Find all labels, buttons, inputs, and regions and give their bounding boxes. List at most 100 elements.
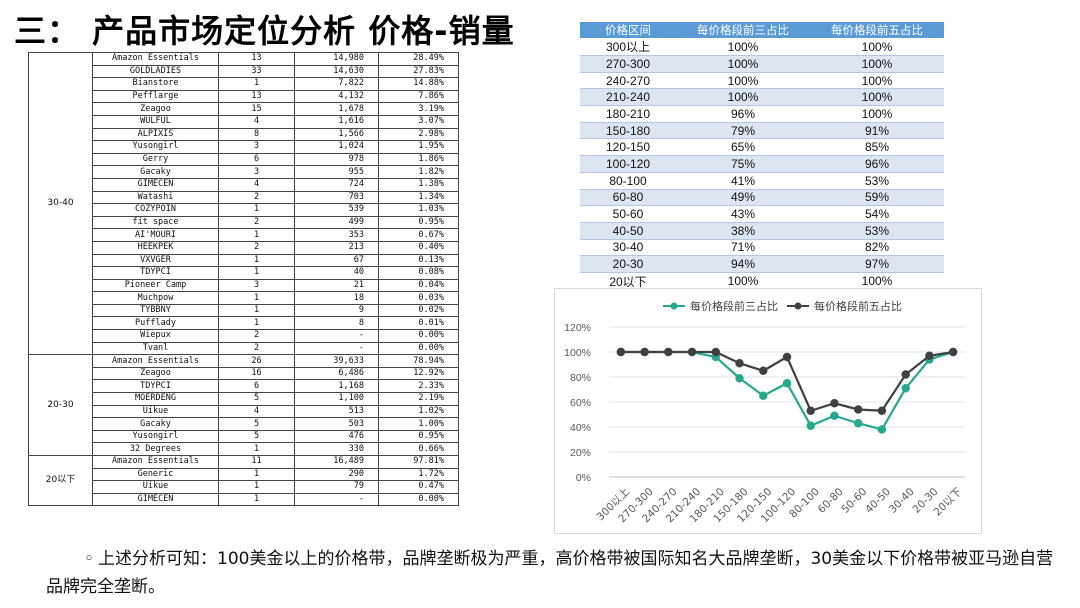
- cell-brand: HEEKPEK: [92, 240, 219, 255]
- cell-brand: TYBBNY: [92, 303, 219, 318]
- cell-top5: 53%: [810, 222, 944, 240]
- cell-brand: Pefflarge: [92, 89, 219, 104]
- cell-sales: 724: [294, 177, 379, 192]
- table-row: 120-150 65% 85%: [580, 138, 944, 157]
- cell-sales: 703: [294, 190, 379, 205]
- cell-top5: 100%: [810, 72, 944, 90]
- cell-brand: Wiepux: [92, 329, 219, 343]
- cell-brand: AI'MOURI: [92, 228, 219, 242]
- cell-price-range: 240-270: [580, 72, 676, 90]
- cell-count: 2: [218, 341, 295, 356]
- cell-share: 0.95%: [378, 429, 459, 444]
- table-row: 20以下 100% 100%: [580, 272, 944, 291]
- cell-sales: 1,616: [294, 114, 379, 129]
- cell-price-range: 80-100: [580, 172, 676, 190]
- cell-sales: 6,486: [294, 366, 379, 381]
- cell-brand: Zeagoo: [92, 366, 219, 381]
- cell-count: 1: [218, 467, 295, 482]
- x-tick-label: 60-80: [816, 486, 846, 516]
- cell-top3: 65%: [676, 138, 810, 157]
- table-row: 20-30 Amazon Essentials 26 39,633 78.94%: [28, 354, 459, 456]
- page-title: 三： 产品市场定位分析 价格-销量: [14, 12, 515, 50]
- cell-count: 1: [218, 228, 295, 242]
- cell-share: 12.92%: [378, 366, 459, 381]
- table-row: Tvanl 2-0.00%: [29, 341, 459, 356]
- table-row: 50-60 43% 54%: [580, 205, 944, 223]
- segment-label: 20-30: [28, 354, 93, 456]
- cell-sales: -: [294, 329, 379, 343]
- cell-count: 5: [218, 392, 295, 406]
- x-tick-label: 40-50: [863, 486, 893, 516]
- data-point: [616, 347, 626, 357]
- cell-price-range: 20-30: [580, 255, 676, 273]
- cell-top3: 96%: [676, 105, 810, 123]
- cell-count: 1: [218, 442, 295, 456]
- conclusion-text: 上述分析可知：100美金以上的价格带，品牌垄断极为严重，高价格带被国际知名大品牌…: [46, 549, 1054, 597]
- table-row: 32 Degrees 1 330 0.66%: [29, 442, 459, 456]
- data-point: [711, 347, 720, 357]
- table-row: ALPIXIS 8 1,566 2.98%: [29, 127, 459, 142]
- cell-share: 0.08%: [378, 266, 459, 280]
- data-point: [759, 366, 768, 375]
- cell-sales: 40: [294, 266, 379, 280]
- cell-count: 4: [218, 114, 295, 129]
- data-point: [759, 391, 768, 400]
- cell-sales: 14,980: [294, 52, 379, 66]
- table-row: Gacaky 3 955 1.82%: [29, 165, 459, 179]
- cell-top5: 100%: [810, 38, 944, 56]
- table-row: 100-120 75% 96%: [580, 155, 944, 173]
- cell-share: 27.83%: [378, 64, 459, 79]
- cell-price-range: 30-40: [580, 239, 676, 257]
- cell-count: 16: [218, 366, 295, 381]
- data-point: [877, 406, 887, 415]
- cell-count: 5: [218, 417, 295, 431]
- cell-count: 33: [218, 64, 295, 79]
- cell-top5: 59%: [810, 189, 944, 207]
- table-row: Pufflady 1 8 0.01%: [29, 316, 459, 331]
- table-row: 40-50 38% 53%: [580, 222, 944, 240]
- cell-share: 0.03%: [378, 291, 459, 305]
- table-row: 30-40 71% 82%: [580, 239, 944, 257]
- cell-brand: VXVGER: [92, 253, 219, 268]
- cell-brand: Uikue: [92, 480, 219, 494]
- cell-count: 13: [218, 52, 295, 66]
- cell-share: 2.33%: [378, 379, 459, 394]
- bullet-icon: ◦: [84, 549, 95, 569]
- cell-brand: Gacaky: [92, 417, 219, 431]
- cell-share: 78.94%: [378, 354, 459, 368]
- legend-label: 每价格段前三占比: [690, 299, 778, 313]
- cell-share: 0.40%: [378, 240, 459, 255]
- cell-price-range: 270-300: [580, 55, 676, 73]
- table-row: 20以下 Amazon Essentials 11 16,489 97.81%: [28, 454, 459, 507]
- table-row: Zeagoo 16 6,486 12.92%: [29, 366, 459, 381]
- cell-sales: 1,024: [294, 140, 379, 154]
- cell-price-range: 60-80: [580, 189, 676, 207]
- data-point: [830, 399, 839, 408]
- cell-price-range: 120-150: [580, 138, 676, 157]
- cell-sales: 330: [294, 442, 379, 456]
- table-row: GIMECEN 1-0.00%: [29, 492, 459, 507]
- cell-brand: GOLDLADIES: [92, 64, 219, 79]
- cell-top5: 96%: [810, 155, 944, 173]
- cell-count: 3: [218, 278, 295, 293]
- cell-count: 1: [218, 266, 295, 280]
- cell-brand: Bianstore: [92, 77, 219, 91]
- cell-brand: Gerry: [92, 152, 219, 167]
- cell-sales: 39,633: [294, 354, 379, 368]
- cell-sales: 1,168: [294, 379, 379, 394]
- table-row: Generic 1 290 1.72%: [29, 467, 459, 482]
- table-row: TYBBNY 1 9 0.02%: [29, 303, 459, 318]
- x-tick-label: 50-60: [839, 486, 869, 516]
- data-point: [948, 347, 958, 357]
- cell-share: 0.00%: [378, 341, 459, 356]
- cell-top5: 54%: [810, 205, 944, 223]
- cell-share: 0.02%: [378, 303, 459, 318]
- table-row: AI'MOURI 1 353 0.67%: [29, 228, 459, 242]
- cell-brand: ALPIXIS: [92, 127, 219, 142]
- table-row: 80-100 41% 53%: [580, 172, 944, 190]
- data-point: [782, 352, 792, 362]
- table-row: 210-240 100% 100%: [580, 88, 944, 107]
- cell-sales: -: [294, 492, 379, 507]
- cell-count: 4: [218, 177, 295, 192]
- cell-brand: Gacaky: [92, 165, 219, 179]
